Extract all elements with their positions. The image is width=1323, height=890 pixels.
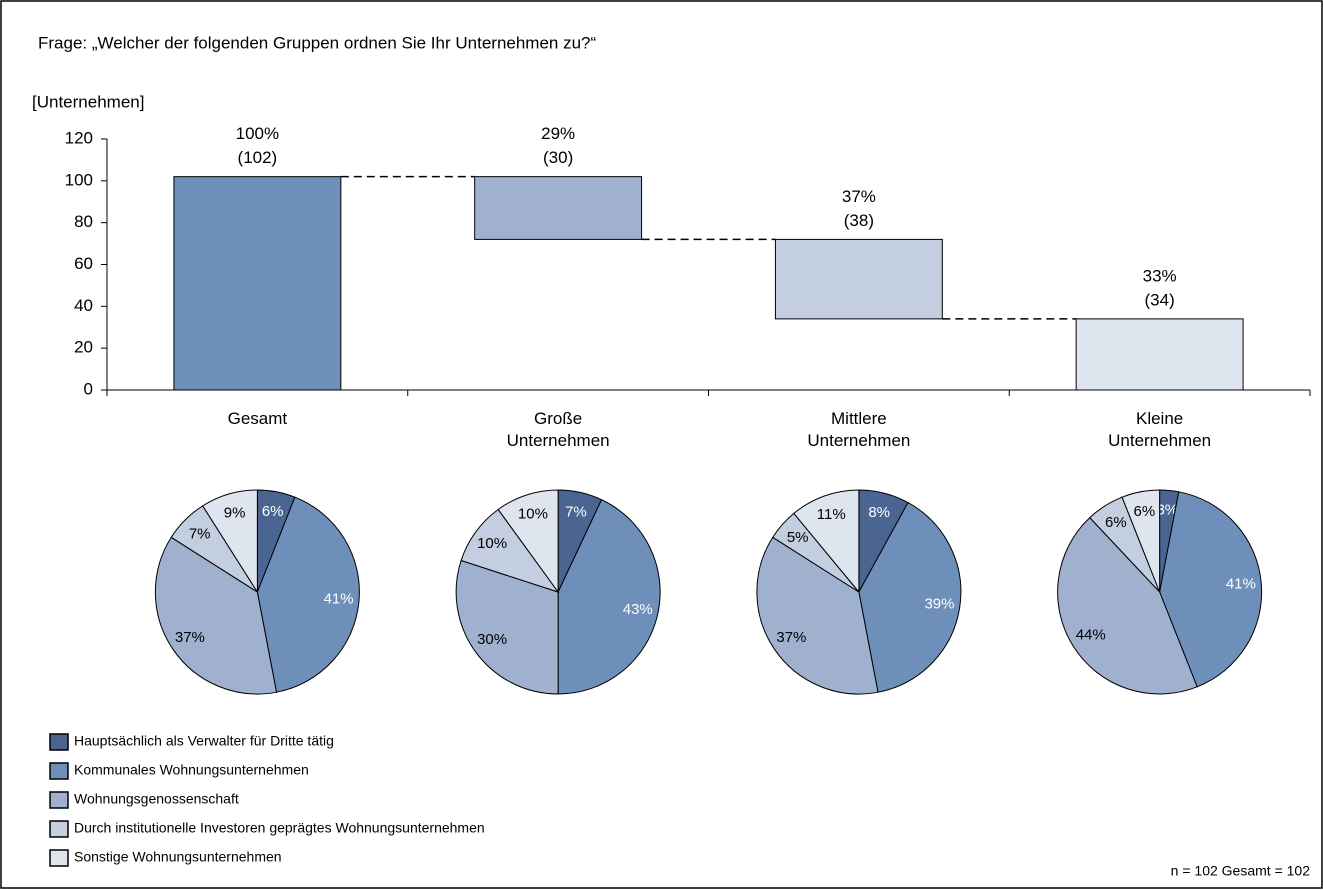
pie-label: 5% [787,529,809,546]
pie-label: 41% [324,591,354,608]
pie-slice [756,536,879,695]
pie-label: 10% [477,535,507,552]
pie-label: 30% [477,631,507,648]
value-label: (30) [543,148,573,167]
pie-slice [858,501,962,693]
pie-label: 6% [262,503,284,520]
legend-swatch [49,791,69,809]
y-tick-label: 20 [74,338,93,357]
share-label: 33% [1143,266,1177,285]
pie-label: 6% [1105,514,1127,531]
share-label: 100% [236,124,279,143]
pie-label: 44% [1076,627,1106,644]
pie-slice [202,489,258,594]
y-tick-label: 120 [65,128,93,147]
y-tick-label: 0 [84,379,93,398]
legend-swatch [49,820,69,838]
category-label: Gesamt [227,409,288,428]
category-label: Mittlere Unternehmen [807,409,911,450]
pie-label: 7% [565,503,587,520]
bar [774,238,943,320]
pie-label: 43% [623,601,653,618]
bar [474,176,643,240]
share-label: 37% [842,187,876,206]
share-label: 29% [541,124,575,143]
value-label: (102) [238,148,278,167]
pie-label: 37% [776,629,806,646]
y-tick-label: 80 [74,212,93,231]
category-label: Kleine Unternehmen [1108,409,1212,450]
legend-label: Sonstige Wohnungsunternehmen [74,849,282,865]
pie-label: 6% [1133,503,1155,520]
pie-slice [455,559,559,695]
legend-label: Durch institutionelle Investoren geprägt… [74,820,485,836]
pie-label: 3% [1156,502,1178,519]
pie-slice [1057,516,1198,695]
pie-label: 37% [175,629,205,646]
pie-slice [256,496,360,693]
pie-label: 7% [189,525,211,542]
y-tick-label: 100 [65,170,93,189]
legend-swatch [49,733,69,751]
pie-slice [1159,491,1263,688]
value-label: (34) [1145,290,1175,309]
pie-label: 41% [1226,575,1256,592]
pie-slice [154,536,278,695]
pie-label: 39% [924,596,954,613]
chart-title: Frage: „Welcher der folgenden Gruppen or… [38,33,597,52]
note: n = 102 Gesamt = 102 [1171,863,1311,879]
pie-slice [793,489,860,594]
legend-label: Kommunales Wohnungsunternehmen [74,762,309,778]
category-label: Große Unternehmen [506,409,610,450]
pie-slice [1121,489,1161,593]
value-label: (38) [844,211,874,230]
pie-label: 8% [868,504,890,521]
bar [1075,318,1244,391]
legend-label: Wohnungsgenossenschaft [74,791,239,807]
pie-label: 10% [518,505,548,522]
y-tick-label: 60 [74,254,93,273]
legend-swatch [49,849,69,867]
legend-swatch [49,762,69,780]
pie-slice [557,499,661,695]
pie-label: 9% [224,505,246,522]
y-tick-label: 40 [74,296,93,315]
legend-label: Hauptsächlich als Verwalter für Dritte t… [74,733,334,749]
pie-slice [497,489,559,594]
pie-label: 11% [817,506,846,523]
bar [173,176,342,391]
y-axis-label: [Unternehmen] [32,92,144,111]
